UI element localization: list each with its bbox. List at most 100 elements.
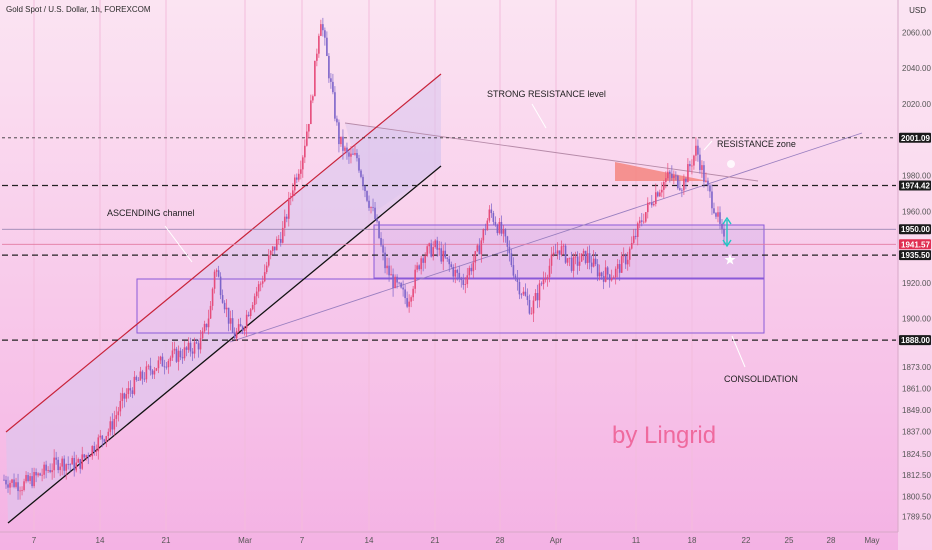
candle-body bbox=[380, 237, 382, 246]
candle-body bbox=[213, 271, 216, 289]
candle-body bbox=[113, 418, 116, 430]
candle-body bbox=[195, 342, 198, 344]
candle-body bbox=[143, 378, 146, 380]
star-icon bbox=[724, 254, 736, 265]
candle-body bbox=[342, 136, 344, 151]
candle-body bbox=[709, 185, 711, 192]
candle-body bbox=[362, 176, 364, 186]
candle-body bbox=[372, 207, 374, 208]
candle-body bbox=[711, 191, 713, 209]
candle-body bbox=[580, 253, 583, 262]
time-tick-label: 11 bbox=[632, 536, 641, 545]
time-tick-label: 14 bbox=[96, 536, 105, 545]
candle-body bbox=[446, 257, 449, 259]
candle-body bbox=[634, 235, 637, 237]
candle-body bbox=[474, 251, 477, 263]
candle-body bbox=[396, 276, 398, 283]
channel-top-line bbox=[5, 73, 442, 433]
candle-body bbox=[269, 250, 272, 256]
candle-body bbox=[502, 229, 505, 234]
candle-body bbox=[705, 180, 707, 182]
candle-body bbox=[646, 202, 649, 213]
candle-body bbox=[103, 439, 106, 442]
candle-body bbox=[452, 267, 455, 277]
candle-body bbox=[135, 376, 138, 380]
candle-body bbox=[584, 250, 587, 263]
candle-body bbox=[691, 165, 693, 167]
candle-body bbox=[642, 221, 645, 223]
candle-body bbox=[653, 203, 655, 206]
price-tick-label: 1849.00 bbox=[902, 406, 931, 415]
candle-body bbox=[302, 157, 304, 170]
candle-body bbox=[618, 264, 621, 273]
candle-body bbox=[332, 81, 334, 93]
candle-body bbox=[330, 78, 332, 82]
candle-body bbox=[306, 131, 308, 146]
candle-body bbox=[697, 145, 699, 155]
candle-body bbox=[450, 264, 453, 268]
candle-body bbox=[57, 459, 59, 471]
candle-body bbox=[15, 482, 17, 487]
candle-body bbox=[582, 250, 585, 254]
candle-body bbox=[592, 258, 595, 267]
candle-body bbox=[701, 165, 703, 170]
candle-body bbox=[657, 192, 659, 197]
price-tick-label: 1812.50 bbox=[902, 471, 931, 480]
time-axis[interactable]: 7 14 21 Mar 7 14 21 28 Apr 11 18 22 25 28 May bbox=[0, 531, 898, 545]
candle-body bbox=[414, 269, 416, 289]
candle-body bbox=[125, 394, 128, 399]
candle-body bbox=[261, 281, 264, 284]
candle-body bbox=[390, 274, 392, 276]
candle-body bbox=[131, 390, 134, 394]
time-tick-label: 14 bbox=[365, 536, 374, 545]
candle-body bbox=[169, 357, 172, 361]
price-level-value: 2001.09 bbox=[901, 134, 930, 143]
candle-body bbox=[360, 170, 362, 177]
candle-body bbox=[253, 296, 256, 305]
candle-body bbox=[532, 300, 535, 314]
candle-body bbox=[328, 55, 330, 79]
candle-body bbox=[470, 267, 473, 272]
time-tick-label: May bbox=[864, 536, 879, 545]
candle-body bbox=[63, 458, 65, 471]
price-tick-label: 1873.00 bbox=[902, 363, 931, 372]
candle-body bbox=[663, 181, 665, 190]
candle-body bbox=[418, 265, 420, 270]
candle-body bbox=[604, 267, 607, 282]
candle-body bbox=[51, 470, 53, 473]
candle-body bbox=[462, 280, 465, 285]
candle-body bbox=[719, 212, 721, 224]
time-tick-label: Apr bbox=[550, 536, 563, 545]
candle-body bbox=[612, 277, 615, 279]
candle-body bbox=[235, 331, 238, 339]
price-level-value: 1941.57 bbox=[901, 240, 930, 249]
candle-body bbox=[348, 152, 350, 157]
candle-body bbox=[267, 255, 270, 266]
candle-body bbox=[669, 171, 671, 174]
candle-body bbox=[279, 238, 282, 243]
candle-body bbox=[486, 220, 489, 231]
candle-body bbox=[420, 258, 422, 270]
candle-body bbox=[472, 262, 475, 272]
candle-body bbox=[426, 246, 428, 256]
candle-body bbox=[49, 470, 51, 473]
time-tick-label: Mar bbox=[238, 536, 252, 545]
candle-body bbox=[163, 366, 166, 368]
candle-body bbox=[628, 248, 631, 260]
time-tick-label: 21 bbox=[431, 536, 440, 545]
candle-body bbox=[243, 328, 246, 332]
candle-body bbox=[630, 242, 633, 249]
candle-body bbox=[428, 243, 430, 247]
candle-body bbox=[454, 269, 457, 277]
candle-body bbox=[350, 153, 352, 157]
candle-body bbox=[107, 431, 110, 437]
candle-body bbox=[247, 314, 250, 317]
candle-body bbox=[336, 118, 338, 123]
candle-body bbox=[650, 202, 653, 206]
candle-body bbox=[298, 173, 300, 180]
watermark: by Lingrid bbox=[612, 422, 716, 449]
candle-body bbox=[5, 479, 7, 485]
price-axis[interactable]: 2060.00 2040.00 2020.00 1980.00 1960.00 1920.… bbox=[897, 0, 932, 550]
candle-body bbox=[83, 454, 86, 458]
